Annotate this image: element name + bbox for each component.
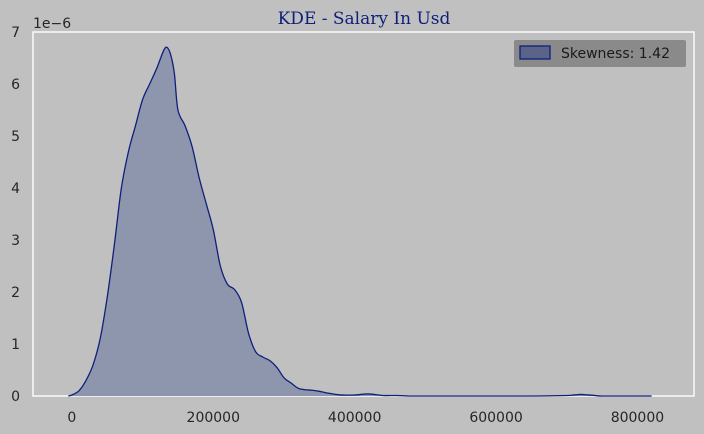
y-tick-label: 5 [11,129,20,145]
y-axis-ticks: 0 1 2 3 4 5 6 7 [11,25,20,405]
y-scale-label: 1e−6 [33,16,71,32]
x-tick-label: 0 [67,410,76,426]
x-tick-label: 600000 [469,410,522,426]
x-axis-ticks: 0 200000 400000 600000 800000 [67,410,664,426]
kde-line [68,46,652,397]
y-tick-label: 3 [11,233,20,249]
x-tick-label: 800000 [611,410,664,426]
y-tick-label: 4 [11,181,20,197]
x-tick-label: 400000 [328,410,381,426]
x-tick-label: 200000 [187,410,240,426]
kde-area [68,47,652,396]
legend-label: Skewness: 1.42 [561,46,670,62]
y-tick-label: 7 [11,25,20,41]
legend-swatch [519,45,551,60]
y-tick-label: 1 [11,337,20,353]
y-tick-label: 6 [11,77,20,93]
y-tick-label: 0 [11,389,20,405]
chart-title: KDE - Salary In Usd [278,9,451,29]
legend: Skewness: 1.42 [514,40,686,67]
legend-box [514,40,686,67]
y-tick-label: 2 [11,285,20,301]
